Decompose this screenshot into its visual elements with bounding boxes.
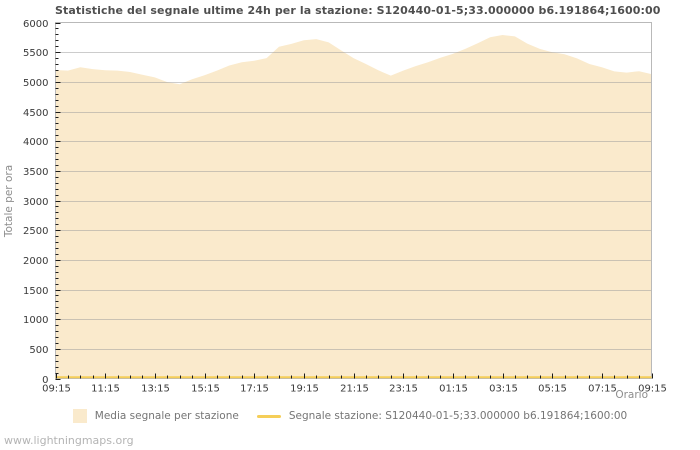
y-tick-label: 1500 xyxy=(23,286,48,297)
x-tick-label: 09:15 xyxy=(638,384,667,395)
x-tick-label: 05:15 xyxy=(538,384,567,395)
x-tick-label: 15:15 xyxy=(191,384,220,395)
y-tick-label: 5500 xyxy=(23,48,48,59)
legend-item-label: Segnale stazione: S120440-01-5;33.000000… xyxy=(288,410,628,422)
watermark-link: www.lightningmaps.org xyxy=(4,434,134,447)
y-tick-label: 4500 xyxy=(23,108,48,119)
x-axis-title: Orario xyxy=(615,389,648,401)
y-tick-label: 2000 xyxy=(23,256,48,267)
y-tick-label: 6000 xyxy=(23,19,48,30)
y-tick-label: 500 xyxy=(29,345,48,356)
line-swatch-icon xyxy=(256,414,281,418)
y-tick-label: 1000 xyxy=(23,315,48,326)
x-tick-label: 19:15 xyxy=(290,384,319,395)
x-tick-label: 03:15 xyxy=(489,384,518,395)
area-swatch-icon xyxy=(72,409,87,423)
y-tick-label: 5000 xyxy=(23,78,48,89)
x-tick-label: 09:15 xyxy=(42,384,71,395)
legend-item-segnale-stazione: Segnale stazione: S120440-01-5;33.000000… xyxy=(256,410,628,422)
legend-item-media-segnale: Media segnale per stazione xyxy=(72,409,239,423)
x-tick-label: 01:15 xyxy=(439,384,468,395)
y-tick-label: 4000 xyxy=(23,137,48,148)
x-tick-label: 17:15 xyxy=(240,384,269,395)
y-tick-label: 3000 xyxy=(23,197,48,208)
x-tick-label: 11:15 xyxy=(91,384,120,395)
chart-title: Statistiche del segnale ultime 24h per l… xyxy=(55,4,661,17)
area-series-media-segnale xyxy=(55,35,652,379)
y-axis-title: Totale per ora xyxy=(3,164,15,238)
plot-border xyxy=(55,22,652,379)
chart-legend: Media segnale per stazione Segnale stazi… xyxy=(0,409,700,423)
x-tick-label: 07:15 xyxy=(588,384,617,395)
x-tick-label: 21:15 xyxy=(340,384,369,395)
y-tick-label: 2500 xyxy=(23,226,48,237)
x-tick-label: 13:15 xyxy=(141,384,170,395)
y-tick-label: 0 xyxy=(42,375,48,386)
x-tick-label: 23:15 xyxy=(389,384,418,395)
legend-item-label: Media segnale per stazione xyxy=(94,410,239,422)
y-tick-label: 3500 xyxy=(23,167,48,178)
